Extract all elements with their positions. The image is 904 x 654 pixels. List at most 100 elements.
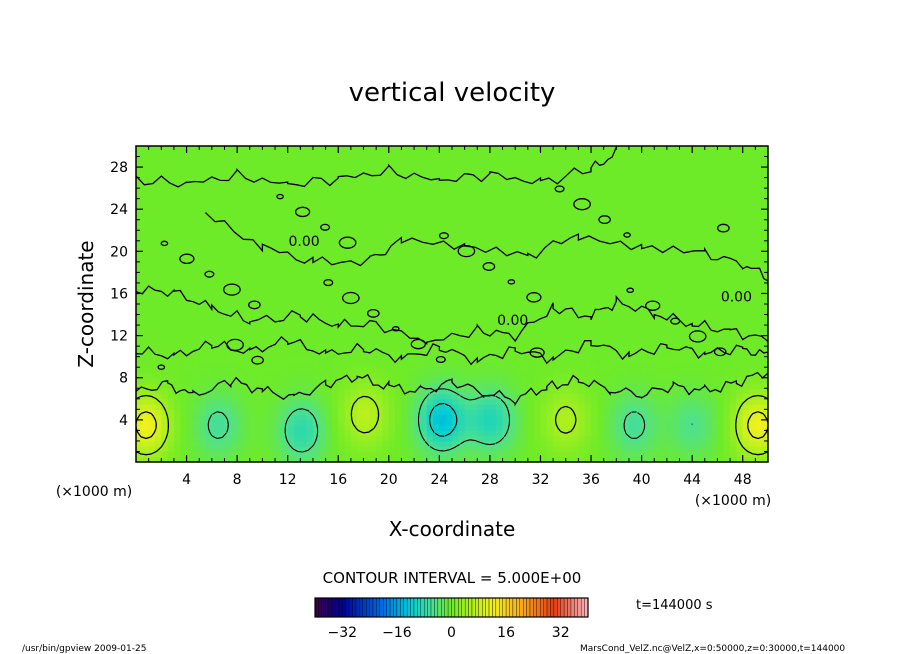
- colorbar-segment: [536, 597, 541, 618]
- colorbar-segment: [369, 597, 374, 618]
- contour-blob: [157, 364, 166, 370]
- contour-label: 0.00: [497, 313, 528, 329]
- x-tick-label: 16: [329, 472, 347, 488]
- colorbar-segment: [362, 597, 367, 618]
- colorbar-segment: [342, 597, 346, 618]
- colorbar-segment: [413, 597, 418, 618]
- colorbar-segment: [499, 597, 503, 618]
- y-tick-label: 24: [110, 202, 128, 218]
- colorbar-segment: [430, 597, 435, 618]
- contour-blob: [223, 283, 241, 296]
- colorbar-segment: [529, 597, 534, 618]
- contour-blob: [457, 244, 476, 258]
- colorbar-segment: [321, 597, 326, 618]
- colorbar-segment: [444, 597, 449, 618]
- colorbar-segment: [458, 597, 462, 618]
- contour-lines: [136, 146, 768, 456]
- colorbar-segment: [406, 597, 411, 618]
- colorbar-frame: [314, 597, 589, 618]
- contour-line-zero: [136, 335, 768, 366]
- contour-line-zero: [136, 146, 617, 188]
- colorbar-segment: [420, 597, 425, 618]
- x-tick-label: 44: [683, 472, 701, 488]
- colorbar-segment: [400, 597, 404, 618]
- colorbar: −32 −16 0 16 32: [314, 597, 589, 641]
- contour-line: [136, 394, 768, 456]
- colorbar-segment: [331, 597, 336, 618]
- contour-blob: [717, 223, 730, 233]
- colorbar-segment: [502, 597, 507, 618]
- contour-blob: [323, 279, 334, 287]
- contour-blob: [276, 193, 284, 200]
- colorbar-segment: [516, 597, 520, 618]
- contour-blob: [435, 355, 446, 364]
- y-tick-label: 8: [119, 371, 128, 387]
- y-tick-label: 12: [110, 329, 128, 345]
- colorbar-segment: [427, 597, 432, 618]
- colorbar-segment: [454, 597, 459, 618]
- contour-label: 0.00: [289, 234, 320, 250]
- contour-blob: [226, 338, 244, 352]
- colorbar-segment: [488, 597, 493, 618]
- colorbar-segment: [567, 597, 572, 618]
- colorbar-tick-label: 32: [552, 625, 570, 641]
- colorbar-segment: [546, 597, 551, 618]
- colorbar-segment: [434, 597, 439, 618]
- colorbar-segment: [574, 597, 578, 618]
- colorbar-segment: [376, 597, 381, 618]
- colorbar-segment: [386, 597, 391, 618]
- x-tick-label: 12: [279, 472, 297, 488]
- contour-blob: [526, 292, 542, 303]
- y-tick-label: 20: [110, 244, 128, 260]
- colorbar-segment: [403, 597, 408, 618]
- x-tick-label: 32: [532, 472, 550, 488]
- colorbar-segment: [461, 597, 466, 618]
- y-tick-label: 4: [119, 413, 128, 429]
- colorbar-segment: [393, 597, 398, 618]
- colorbar-segment: [352, 597, 357, 618]
- contour-blob: [507, 279, 516, 285]
- contour-blob: [294, 206, 311, 218]
- colorbar-segment: [512, 597, 517, 618]
- x-tick-label: 8: [233, 472, 242, 488]
- footer-right: MarsCond_VelZ.nc@VelZ,x=0:50000,z=0:3000…: [580, 644, 845, 654]
- colorbar-segment: [557, 597, 561, 618]
- contour-label: 0.00: [721, 290, 752, 306]
- contour-line-zero: [205, 212, 768, 282]
- colorbar-segment: [553, 597, 558, 618]
- colorbar-segment: [355, 597, 360, 618]
- colorbar-segment: [543, 597, 548, 618]
- contour-blob: [573, 198, 591, 211]
- colorbar-segment: [424, 597, 428, 618]
- colorbar-tick-label: −32: [328, 625, 358, 641]
- colorbar-segment: [372, 597, 377, 618]
- contour-blob: [713, 347, 727, 357]
- colorbar-segment: [464, 597, 469, 618]
- y-tick-label: 16: [110, 286, 128, 302]
- contour-blob: [438, 232, 449, 240]
- x-axis-label: X-coordinate: [389, 517, 516, 541]
- colorbar-segment: [550, 597, 555, 618]
- colorbar-segment: [482, 597, 486, 618]
- contour-blob: [645, 300, 661, 311]
- colorbar-segment: [522, 597, 527, 618]
- contour-blob: [338, 236, 357, 249]
- colorbar-segment: [468, 597, 473, 618]
- colorbar-segment: [447, 597, 452, 618]
- colorbar-segment: [437, 597, 442, 618]
- contour-blob: [554, 185, 565, 193]
- contour-interval-text: CONTOUR INTERVAL = 5.000E+00: [323, 569, 582, 587]
- colorbar-segment: [492, 597, 497, 618]
- colorbar-segment: [580, 597, 585, 618]
- footer-left: /usr/bin/gpview 2009-01-25: [22, 644, 146, 654]
- colorbar-segment: [509, 597, 514, 618]
- contour-blob: [410, 338, 426, 350]
- colorbar-segment: [570, 597, 575, 618]
- chart-title: vertical velocity: [349, 78, 556, 108]
- colorbar-segment: [563, 597, 568, 618]
- x-tick-label: 40: [633, 472, 651, 488]
- colorbar-tick-label: −16: [382, 625, 412, 641]
- contour-blob: [670, 317, 681, 325]
- contour-blob: [482, 262, 496, 271]
